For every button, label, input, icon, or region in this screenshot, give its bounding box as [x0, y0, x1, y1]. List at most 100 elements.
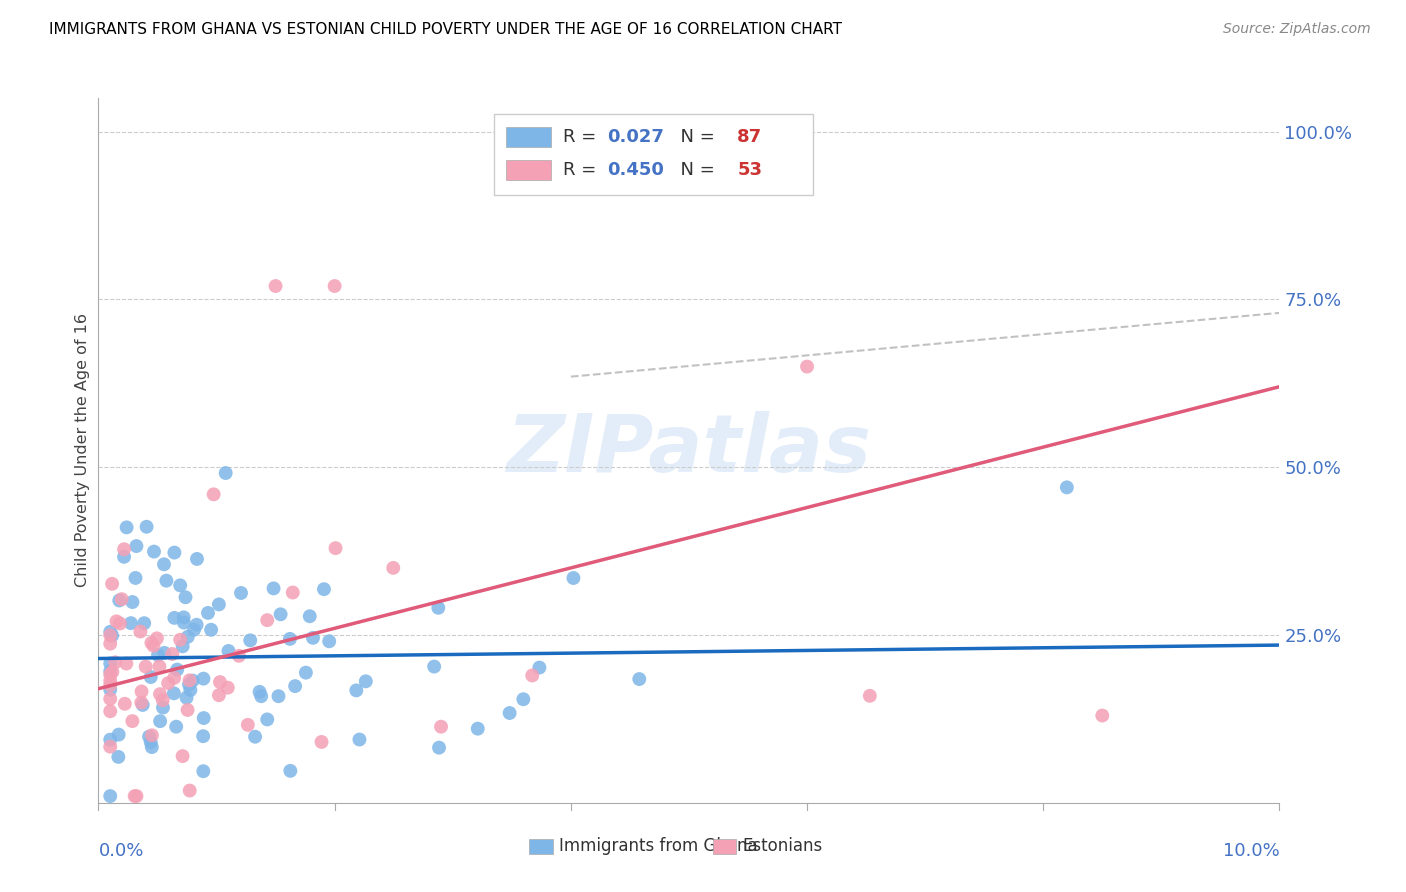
Point: [155, 574, 177, 588]
Point: [173, 615, 195, 630]
Point: [120, 616, 142, 631]
Point: [101, 577, 124, 591]
Point: [135, 659, 157, 673]
Point: [134, 616, 156, 631]
Point: [157, 676, 180, 690]
Point: [236, 718, 259, 732]
Point: [295, 665, 318, 680]
Point: [176, 703, 198, 717]
Text: ZIPatlas: ZIPatlas: [506, 411, 872, 490]
Point: [121, 714, 143, 728]
Point: [98, 732, 121, 747]
Point: [152, 700, 174, 714]
Point: [562, 571, 585, 585]
Text: 53: 53: [737, 161, 762, 179]
Point: [166, 663, 188, 677]
Text: R =: R =: [562, 161, 602, 179]
Point: [197, 606, 219, 620]
Y-axis label: Child Poverty Under the Age of 16: Child Poverty Under the Age of 16: [75, 313, 90, 588]
Point: [177, 630, 200, 644]
Point: [1056, 480, 1078, 494]
Point: [169, 632, 191, 647]
Point: [149, 687, 172, 701]
FancyBboxPatch shape: [494, 113, 813, 194]
Bar: [530, 838, 553, 855]
Point: [112, 549, 135, 564]
Text: Immigrants from Ghana: Immigrants from Ghana: [560, 838, 758, 855]
Point: [859, 689, 882, 703]
Point: [218, 644, 240, 658]
Point: [98, 624, 121, 639]
Point: [153, 558, 176, 572]
Text: N =: N =: [669, 128, 720, 146]
Point: [179, 683, 201, 698]
Point: [522, 668, 544, 682]
Point: [264, 279, 287, 293]
Point: [98, 673, 121, 688]
Point: [172, 640, 194, 654]
Point: [215, 466, 238, 480]
Point: [193, 672, 215, 686]
Point: [193, 711, 215, 725]
Point: [107, 728, 129, 742]
Point: [284, 679, 307, 693]
Point: [141, 740, 163, 755]
Point: [312, 582, 335, 597]
Point: [430, 720, 453, 734]
Text: R =: R =: [562, 128, 602, 146]
Point: [125, 539, 148, 553]
Point: [131, 684, 153, 698]
Point: [152, 693, 174, 707]
Point: [278, 632, 301, 646]
Point: [114, 697, 136, 711]
Point: [135, 520, 157, 534]
Point: [628, 672, 651, 686]
Point: [98, 739, 121, 754]
Point: [427, 600, 450, 615]
Point: [146, 648, 169, 662]
Point: [208, 688, 231, 702]
Point: [344, 683, 367, 698]
Point: [141, 636, 163, 650]
Point: [467, 722, 489, 736]
Point: [153, 646, 176, 660]
Point: [98, 664, 121, 678]
Text: 10.0%: 10.0%: [1223, 841, 1279, 860]
Point: [98, 682, 121, 697]
Point: [243, 730, 266, 744]
Point: [163, 611, 186, 625]
Point: [183, 623, 205, 637]
Point: [193, 764, 215, 779]
Text: Estonians: Estonians: [742, 838, 823, 855]
Point: [108, 593, 131, 607]
Point: [1091, 708, 1114, 723]
Point: [796, 359, 818, 374]
Point: [208, 598, 231, 612]
Point: [176, 690, 198, 705]
Point: [111, 592, 134, 607]
Text: 0.027: 0.027: [607, 128, 664, 146]
Point: [108, 616, 131, 631]
Point: [146, 632, 169, 646]
Point: [139, 735, 162, 749]
Point: [98, 789, 121, 803]
Point: [104, 656, 127, 670]
Bar: [506, 161, 551, 180]
Point: [174, 591, 197, 605]
Point: [498, 706, 520, 720]
Point: [529, 660, 551, 674]
Point: [302, 631, 325, 645]
Point: [162, 647, 184, 661]
Point: [142, 639, 165, 653]
Text: Source: ZipAtlas.com: Source: ZipAtlas.com: [1223, 22, 1371, 37]
Point: [280, 764, 302, 778]
Point: [181, 673, 204, 688]
Bar: [713, 838, 737, 855]
Point: [228, 648, 250, 663]
Point: [125, 789, 148, 803]
Point: [323, 279, 346, 293]
Point: [267, 689, 290, 703]
Point: [129, 624, 152, 639]
Point: [191, 729, 214, 743]
Point: [354, 674, 377, 689]
